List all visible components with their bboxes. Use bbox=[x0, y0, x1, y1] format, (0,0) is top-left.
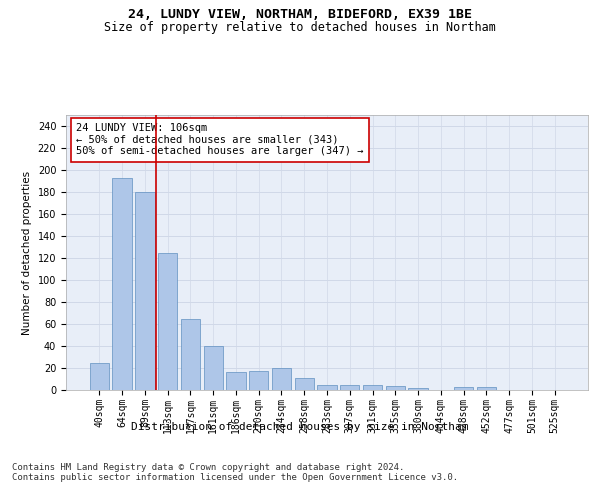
Text: Distribution of detached houses by size in Northam: Distribution of detached houses by size … bbox=[131, 422, 469, 432]
Bar bbox=[90, 362, 109, 390]
Bar bbox=[476, 386, 496, 390]
Text: Contains HM Land Registry data © Crown copyright and database right 2024.
Contai: Contains HM Land Registry data © Crown c… bbox=[12, 462, 458, 482]
Bar bbox=[340, 384, 359, 390]
Bar bbox=[226, 372, 245, 390]
Bar bbox=[158, 252, 178, 390]
Bar bbox=[249, 372, 268, 390]
Text: 24 LUNDY VIEW: 106sqm
← 50% of detached houses are smaller (343)
50% of semi-det: 24 LUNDY VIEW: 106sqm ← 50% of detached … bbox=[76, 123, 364, 156]
Bar bbox=[272, 368, 291, 390]
Bar bbox=[409, 388, 428, 390]
Bar bbox=[203, 346, 223, 390]
Bar bbox=[454, 386, 473, 390]
Text: Size of property relative to detached houses in Northam: Size of property relative to detached ho… bbox=[104, 21, 496, 34]
Bar bbox=[363, 384, 382, 390]
Text: 24, LUNDY VIEW, NORTHAM, BIDEFORD, EX39 1BE: 24, LUNDY VIEW, NORTHAM, BIDEFORD, EX39 … bbox=[128, 8, 472, 20]
Bar bbox=[112, 178, 132, 390]
Bar bbox=[386, 386, 405, 390]
Bar bbox=[295, 378, 314, 390]
Bar bbox=[135, 192, 155, 390]
Bar bbox=[317, 384, 337, 390]
Bar bbox=[181, 318, 200, 390]
Y-axis label: Number of detached properties: Number of detached properties bbox=[22, 170, 32, 334]
